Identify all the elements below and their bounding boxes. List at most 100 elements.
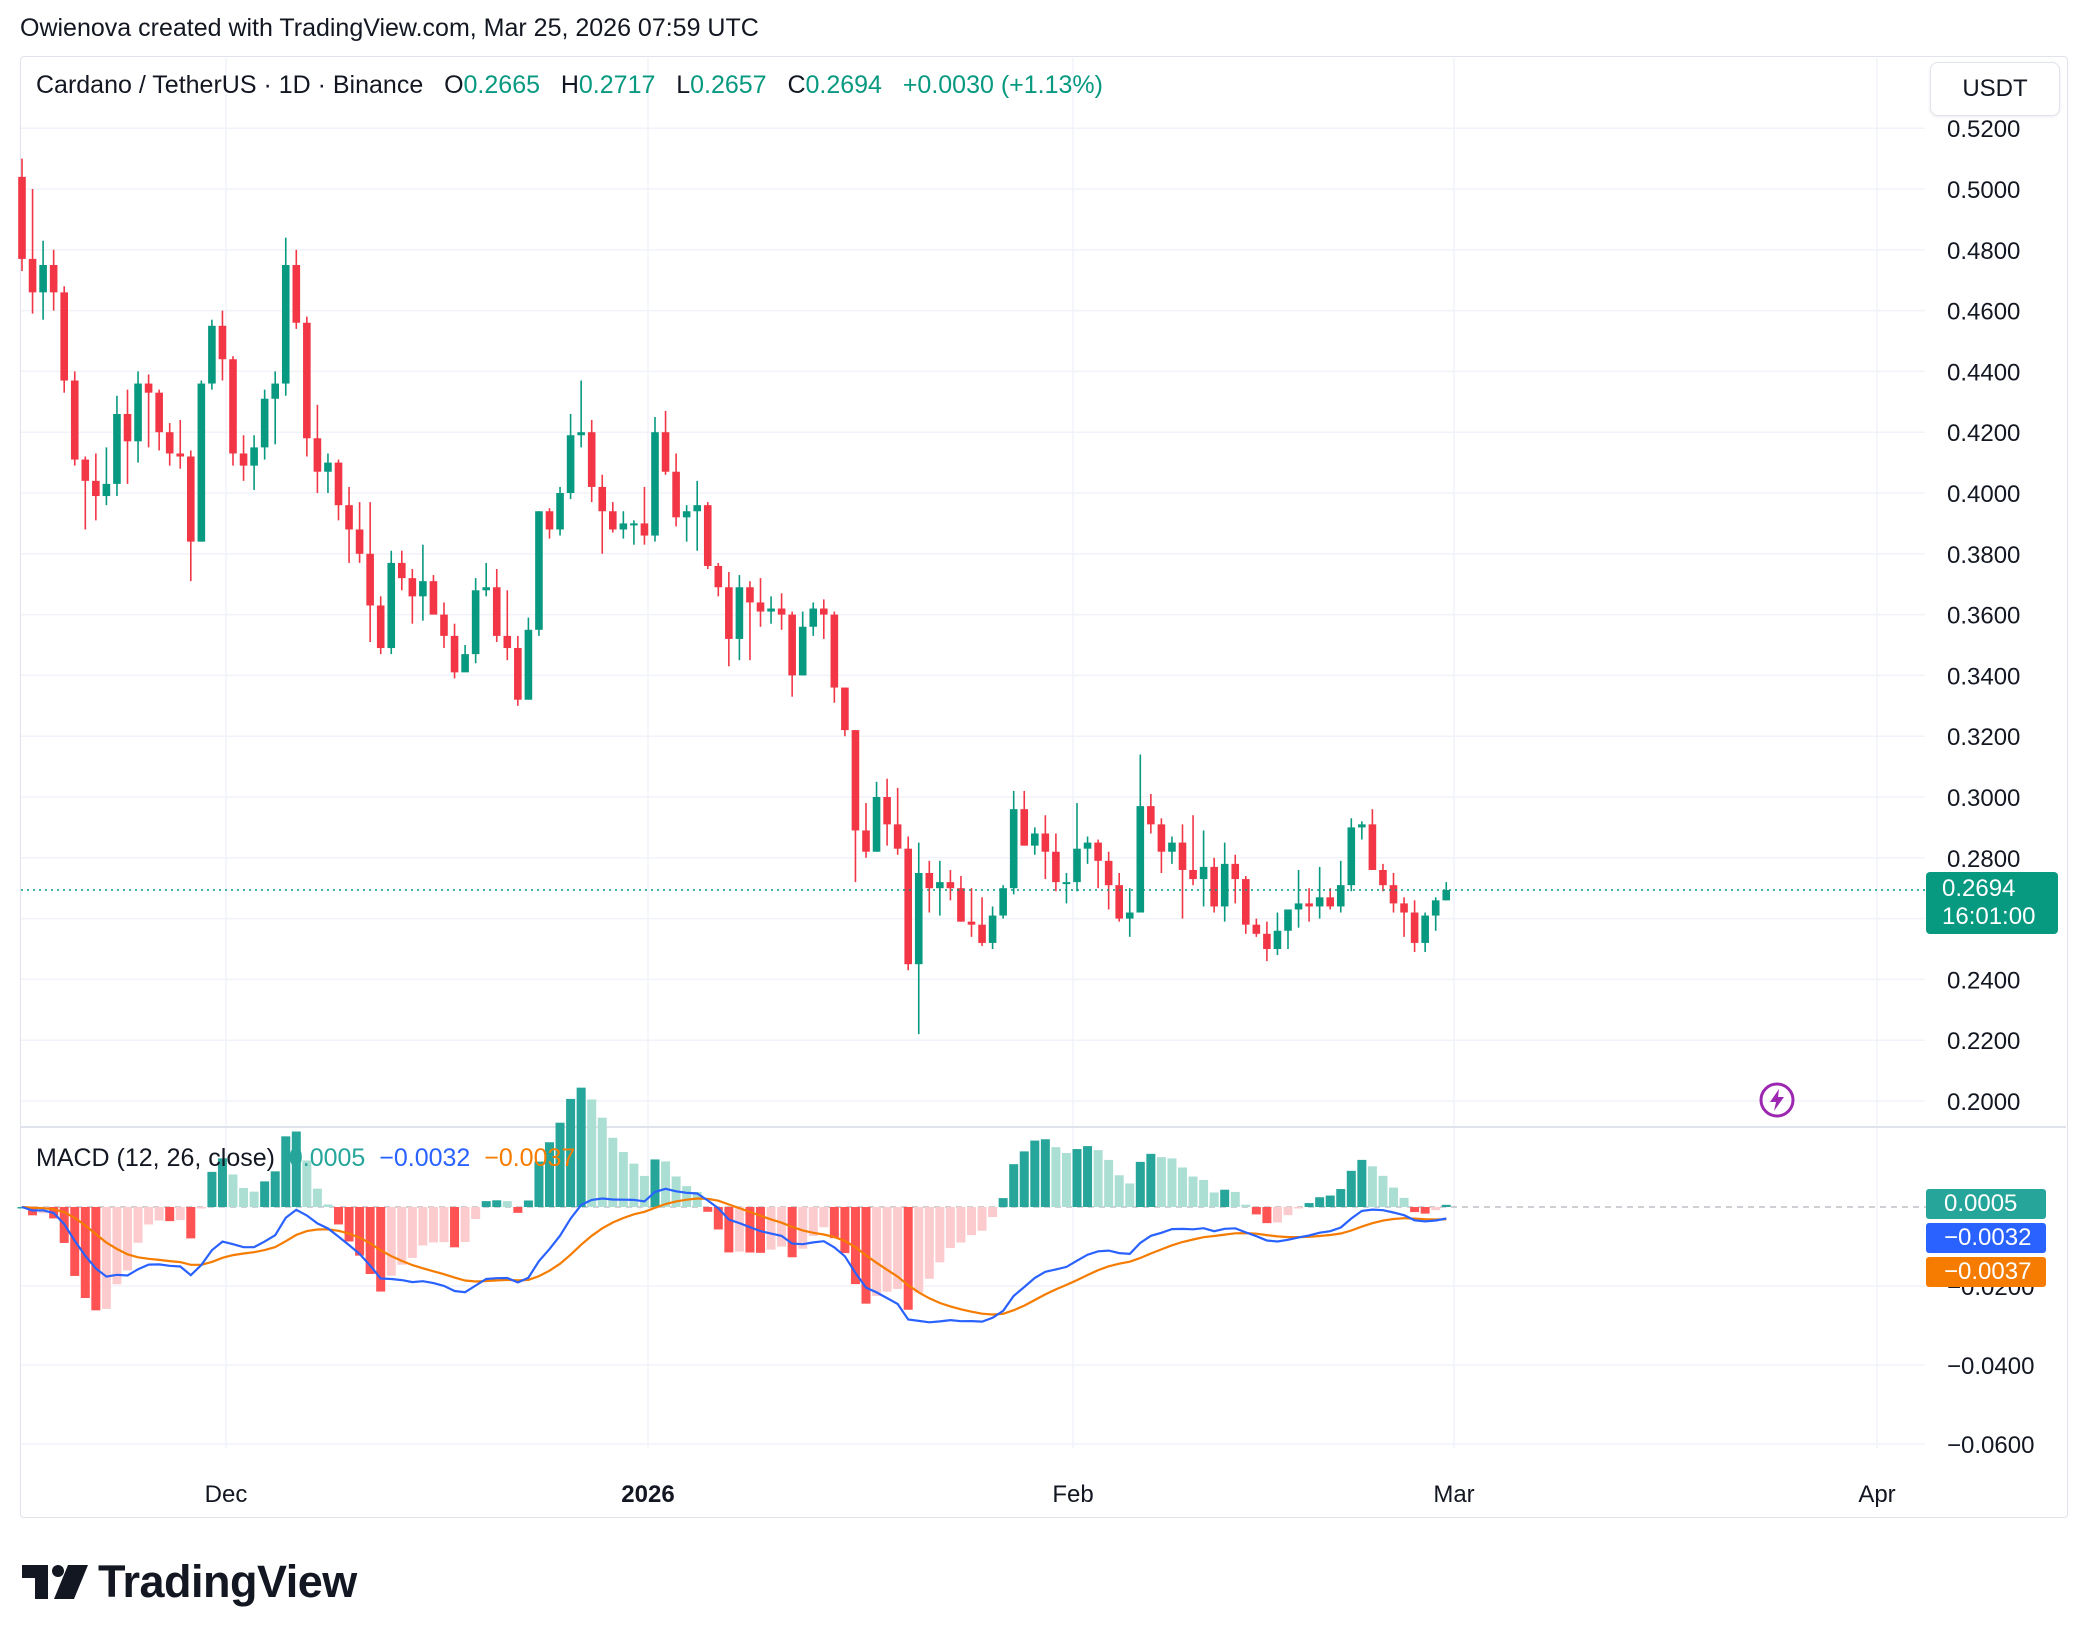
candle-body [714, 565, 723, 588]
macd-histogram-bar [977, 1207, 987, 1231]
macd-histogram-bar [914, 1207, 924, 1293]
macd-histogram-bar [829, 1207, 839, 1239]
macd-histogram-bar [808, 1207, 818, 1236]
macd-histogram-bar [1040, 1139, 1050, 1207]
macd-histogram-bar [1251, 1207, 1261, 1215]
bar-countdown: 16:01:00 [1942, 903, 2036, 930]
macd-histogram-bar [334, 1207, 343, 1225]
candle-body [324, 462, 332, 472]
candle-body [419, 581, 427, 597]
macd-histogram-bar [418, 1207, 428, 1246]
macd-histogram-bar [587, 1099, 597, 1207]
macd-signal-line [21, 1197, 1447, 1316]
macd-histogram-bar [1304, 1203, 1314, 1207]
macd-histogram-bar [439, 1207, 449, 1243]
price-tick-label: 0.2200 [1947, 1028, 2020, 1055]
macd-histogram-bar [1114, 1175, 1124, 1207]
chart-credit: Owienova created with TradingView.com, M… [20, 14, 759, 42]
macd-hist-value: 0.0005 [288, 1144, 366, 1172]
macd-histogram-bar [344, 1207, 354, 1242]
price-tick-label: 0.4200 [1947, 420, 2020, 447]
candle-body [482, 587, 490, 591]
symbol-legend: Cardano / TetherUS · 1D · Binance O0.266… [36, 71, 1103, 100]
candle-body [946, 882, 955, 889]
macd-histogram-bar [945, 1207, 955, 1249]
macd-histogram-bar [924, 1207, 934, 1279]
macd-histogram-bar [123, 1207, 132, 1271]
candle-body [1031, 833, 1039, 846]
macd-histogram-bar [1431, 1207, 1441, 1211]
price-tick-label: 0.3600 [1947, 603, 2020, 630]
candle-body [1242, 879, 1250, 925]
macd-histogram-bar [365, 1207, 375, 1274]
candle-body [461, 654, 469, 673]
macd-histogram-bar [1125, 1183, 1135, 1207]
macd-histogram-bar [1399, 1197, 1409, 1207]
macd-histogram-bar [165, 1207, 175, 1222]
candle-body [524, 629, 533, 700]
candle-body [1199, 866, 1208, 880]
last-price-tag: 0.2694 16:01:00 [1926, 872, 2058, 934]
macd-histogram-bar [555, 1122, 565, 1207]
macd-histogram-bar [481, 1201, 491, 1207]
candle-body [746, 587, 754, 603]
macd-histogram-bar [1262, 1207, 1272, 1224]
price-tick-label: 0.3800 [1947, 542, 2020, 569]
candle-body [1231, 863, 1240, 880]
candle-body [841, 687, 849, 731]
tradingview-logo: TradingView [22, 1556, 357, 1608]
macd-histogram-bar [661, 1161, 671, 1207]
candle-body [1094, 842, 1102, 861]
macd-histogram-bar [1378, 1175, 1388, 1207]
last-price: 0.2694 [1942, 875, 2016, 902]
currency-button[interactable]: USDT [1930, 62, 2060, 116]
macd-histogram-bar [239, 1187, 249, 1207]
candle-body [1136, 806, 1145, 913]
price-tick-label: 0.3000 [1947, 785, 2020, 812]
macd-legend: MACD (12, 26, close) 0.0005 −0.0032 −0.0… [36, 1144, 575, 1173]
low-label: L [676, 71, 691, 99]
candle-body [1410, 912, 1419, 943]
macd-pane: −0.0200−0.0400−0.0600 [17, 1087, 2034, 1459]
macd-histogram-bar [1209, 1192, 1219, 1207]
macd-histogram-bar [576, 1087, 586, 1207]
candle-body [883, 797, 891, 825]
candle-body [1305, 903, 1313, 907]
candle-body [1125, 912, 1134, 919]
macd-histogram-bar [1420, 1207, 1430, 1214]
candle-body [830, 614, 839, 688]
price-tick-label: 0.4400 [1947, 359, 2020, 386]
candle-body [450, 635, 459, 673]
candle-body [1431, 900, 1440, 916]
candle-body [1104, 860, 1113, 886]
macd-histogram-bar [639, 1175, 649, 1207]
macd-histogram-bar [91, 1207, 101, 1311]
candle-body [1189, 869, 1197, 880]
candle-body [250, 447, 258, 466]
macd-histogram-bar [397, 1207, 407, 1265]
candle-body [1220, 863, 1229, 907]
candle-body [735, 587, 744, 639]
macd-histogram-bar [893, 1207, 903, 1289]
candle-body [28, 258, 37, 293]
macd-histogram-bar [713, 1207, 723, 1230]
candle-body [1263, 933, 1271, 949]
candle-body [767, 608, 775, 612]
candle-body [893, 824, 902, 849]
candle-body [545, 511, 554, 530]
candle-body [587, 432, 596, 487]
lightning-icon[interactable] [1759, 1082, 1795, 1118]
candle-body [862, 830, 870, 852]
time-tick-label: Dec [205, 1481, 248, 1508]
macd-histogram-bar [724, 1207, 734, 1253]
macd-histogram-bar [903, 1207, 913, 1310]
candle-body [756, 602, 765, 612]
candle-body [535, 511, 543, 630]
macd-histogram-bar [513, 1207, 523, 1213]
macd-histogram-bar [840, 1207, 850, 1254]
price-tick-label: 0.4000 [1947, 481, 2020, 508]
macd-histogram-bar [777, 1207, 787, 1247]
candle-body [81, 459, 90, 481]
macd-histogram-bar [1135, 1161, 1145, 1207]
